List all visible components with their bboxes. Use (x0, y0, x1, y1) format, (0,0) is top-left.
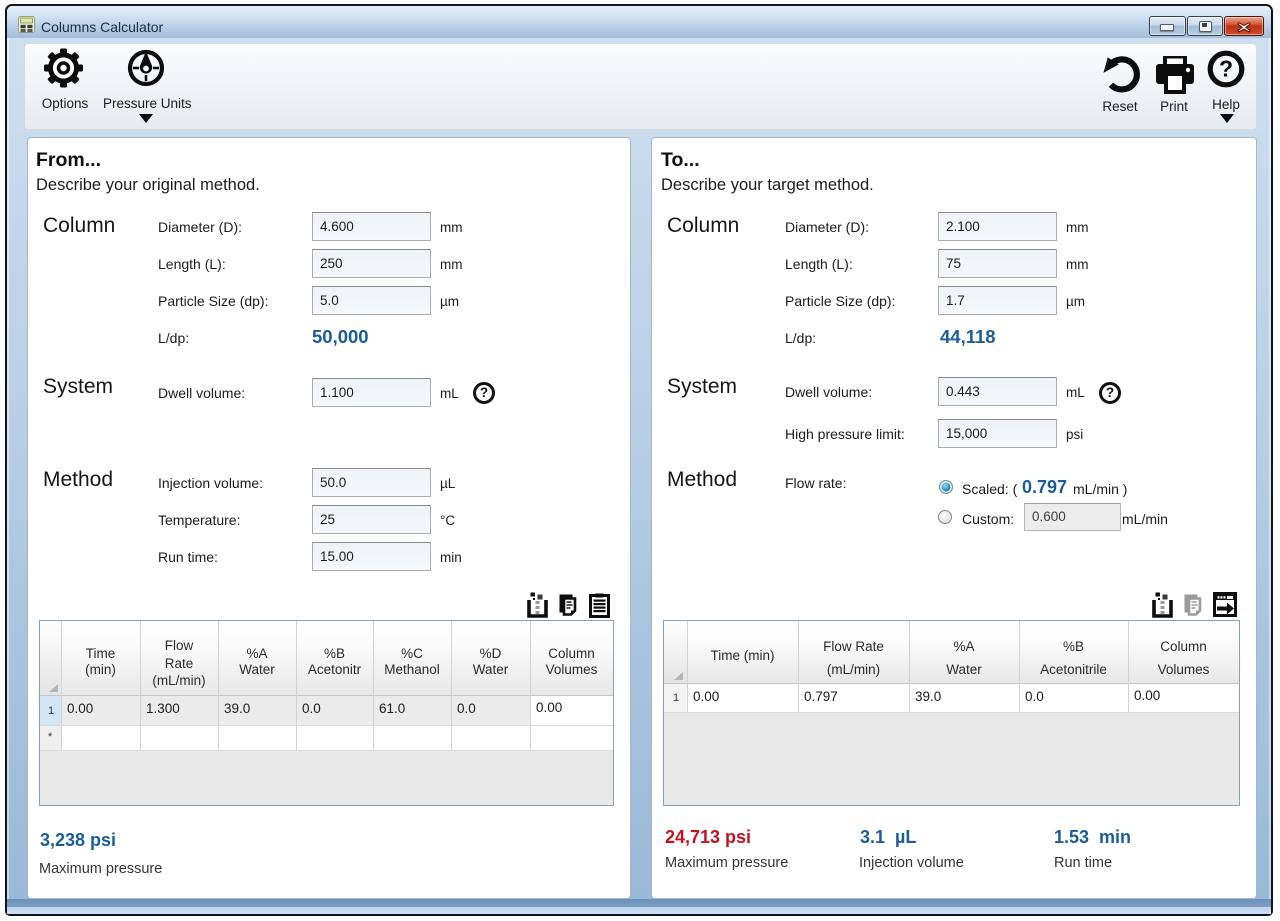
svg-text:?: ? (1219, 56, 1233, 82)
